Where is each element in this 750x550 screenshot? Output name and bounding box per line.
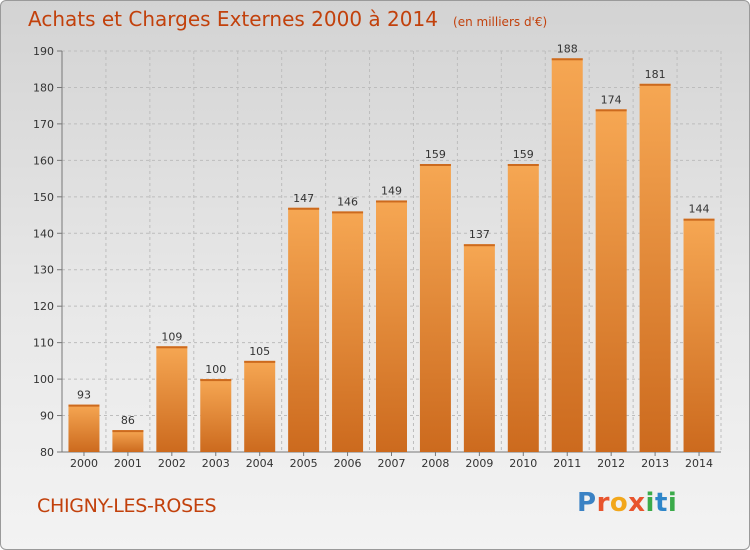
bar (376, 200, 407, 452)
bar (551, 58, 583, 453)
y-tick-label: 120 (33, 300, 54, 313)
bar-value-label: 188 (557, 42, 578, 55)
x-tick-label: 2002 (158, 457, 186, 470)
bar-top-edge (288, 207, 320, 210)
bar-top-edge (683, 218, 715, 221)
bar (332, 211, 364, 452)
bar-top-edge (507, 164, 539, 167)
y-tick-label: 190 (33, 45, 54, 58)
x-tick-label: 2008 (421, 457, 449, 470)
bar (244, 360, 276, 452)
bar-value-label: 149 (381, 184, 402, 197)
bar (419, 164, 451, 452)
bar (639, 83, 671, 453)
bar-value-label: 147 (293, 192, 314, 205)
brand-logo: Proxiti (577, 488, 677, 518)
y-tick-label: 170 (33, 118, 54, 131)
y-tick-label: 140 (33, 227, 54, 240)
x-tick-label: 2006 (334, 457, 362, 470)
y-tick-label: 100 (33, 373, 54, 386)
chart-unit-note: (en milliers d'€) (453, 15, 548, 29)
y-tick-label: 80 (40, 446, 54, 459)
place-name: CHIGNY-LES-ROSES (37, 495, 217, 517)
bar-value-label: 86 (121, 414, 135, 427)
x-tick-label: 2014 (685, 457, 713, 470)
bar (68, 404, 100, 452)
x-tick-label: 2004 (246, 457, 274, 470)
bar-top-edge (332, 211, 364, 214)
bar (463, 244, 495, 452)
x-tick-label: 2000 (70, 457, 98, 470)
bar-top-edge (551, 58, 583, 61)
bar-value-label: 105 (249, 345, 270, 358)
x-tick-label: 2010 (509, 457, 537, 470)
bar-top-edge (463, 244, 495, 247)
x-tick-label: 2011 (553, 457, 581, 470)
x-tick-label: 2009 (465, 457, 493, 470)
brand-logo-letter: r (596, 488, 610, 518)
bar-top-edge (639, 83, 671, 86)
y-tick-label: 130 (33, 264, 54, 277)
bar-value-label: 100 (205, 363, 226, 376)
x-tick-label: 2007 (378, 457, 406, 470)
y-tick-label: 150 (33, 191, 54, 204)
y-tick-label: 110 (33, 337, 54, 350)
title-row: Achats et Charges Externes 2000 à 2014 (… (28, 7, 547, 31)
bar (200, 379, 232, 452)
brand-logo-letter: o (609, 488, 629, 518)
brand-logo-letter: x (628, 488, 646, 518)
bar-value-label: 137 (469, 228, 490, 241)
brand-logo-letter: t (654, 488, 668, 518)
bar-top-edge (112, 430, 144, 433)
x-tick-label: 2013 (641, 457, 669, 470)
x-tick-label: 2012 (597, 457, 625, 470)
bar (507, 164, 539, 452)
chart-title: Achats et Charges Externes 2000 à 2014 (28, 7, 438, 31)
brand-logo-letter: P (577, 488, 597, 518)
bar-top-edge (68, 404, 100, 407)
x-tick-label: 2005 (290, 457, 318, 470)
bar-value-label: 93 (77, 389, 91, 402)
bar-top-edge (156, 346, 188, 349)
y-tick-label: 180 (33, 81, 54, 94)
brand-logo-letter: i (645, 488, 655, 518)
x-tick-label: 2003 (202, 457, 230, 470)
bar (112, 430, 144, 452)
x-tick-label: 2001 (114, 457, 142, 470)
bar-value-label: 109 (161, 330, 182, 343)
y-tick-label: 160 (33, 154, 54, 167)
brand-logo-letter: i (667, 488, 678, 518)
bar (156, 346, 188, 452)
bar-top-edge (376, 200, 407, 203)
bar-value-label: 159 (513, 148, 534, 161)
bar (288, 207, 320, 452)
bar (683, 218, 715, 452)
bar-value-label: 146 (337, 195, 358, 208)
bar-top-edge (419, 164, 451, 167)
bar-value-label: 174 (601, 93, 622, 106)
bar-value-label: 144 (689, 203, 710, 216)
bar-top-edge (595, 109, 627, 112)
bar (595, 109, 627, 452)
bar-value-label: 159 (425, 148, 446, 161)
bar-value-label: 181 (645, 68, 666, 81)
bar-top-edge (200, 379, 232, 382)
bar-top-edge (244, 360, 276, 363)
y-tick-label: 90 (40, 410, 54, 423)
